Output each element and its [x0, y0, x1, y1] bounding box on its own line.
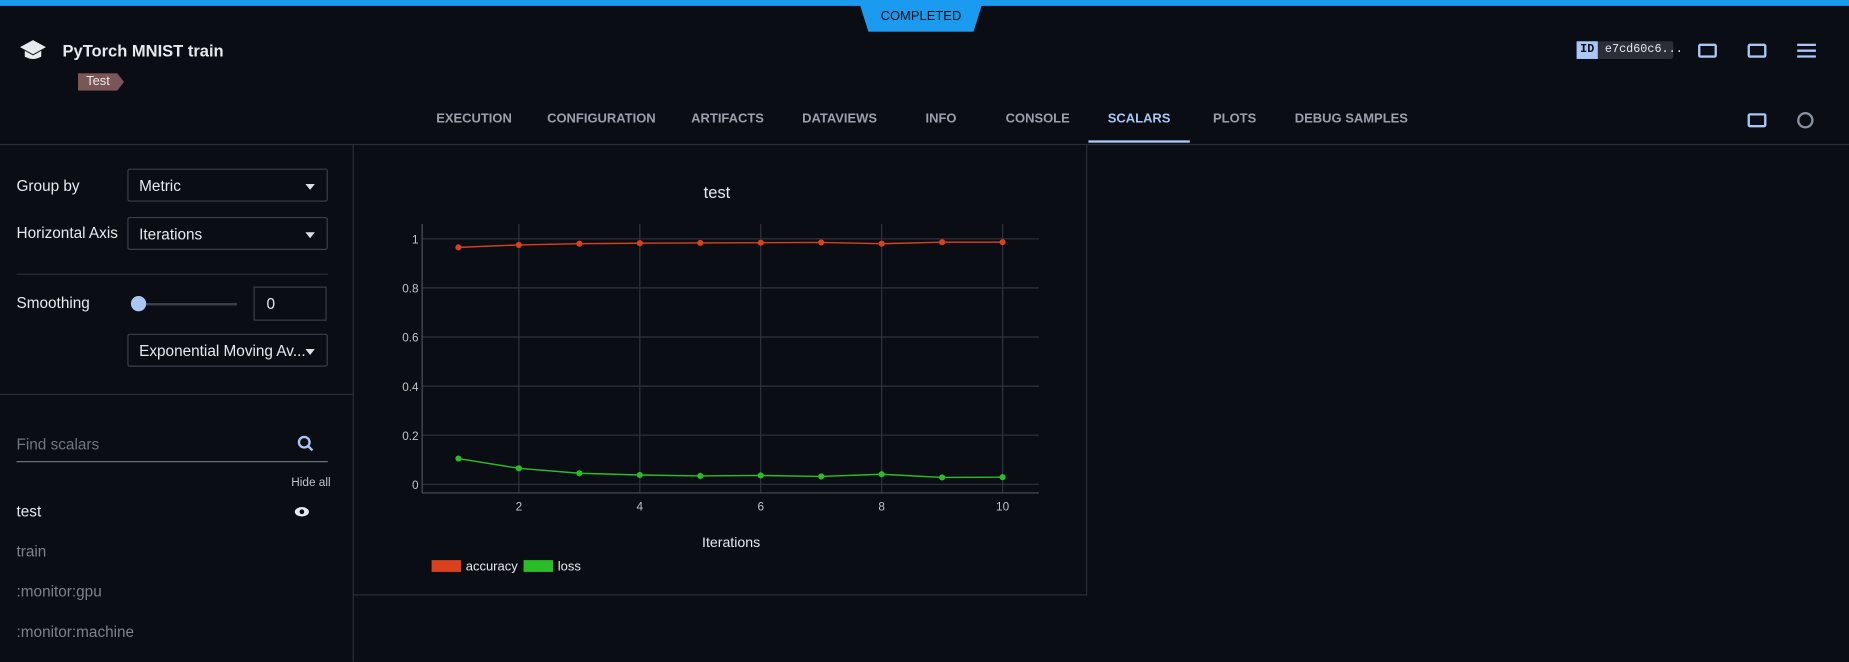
tab[interactable]: EXECUTION [436, 112, 512, 127]
refresh-icon[interactable] [1796, 111, 1815, 130]
info-icon[interactable] [1698, 43, 1717, 58]
id-text: e7cd60c6... [1604, 43, 1683, 57]
data-point [455, 244, 462, 251]
horizontal-axis-label: Horizontal Axis [16, 224, 118, 242]
chart-panel [353, 145, 1088, 596]
tab[interactable]: CONFIGURATION [547, 112, 656, 127]
series-line [458, 241, 1003, 249]
x-tick-label: 6 [757, 501, 764, 514]
tab[interactable]: ARTIFACTS [691, 112, 764, 127]
smoothing-input[interactable]: 0 [253, 286, 327, 321]
data-point [576, 470, 583, 477]
data-point [515, 465, 522, 472]
legend-label: accuracy [466, 559, 518, 574]
scalar-item[interactable]: :monitor:machine [16, 622, 135, 641]
y-tick-label: 0.4 [402, 381, 419, 394]
data-point [697, 239, 704, 247]
y-tick-label: 1 [412, 233, 419, 246]
data-point [939, 474, 946, 481]
visibility-icon[interactable] [294, 506, 311, 518]
x-tick-label: 4 [637, 501, 644, 514]
logo [20, 40, 46, 59]
slider-thumb[interactable] [130, 295, 147, 312]
data-point [636, 240, 643, 247]
smoothing-method-select[interactable]: Exponential Moving Av... [127, 333, 328, 367]
data-point [515, 241, 522, 248]
sidebar-border [352, 145, 354, 662]
data-point [999, 474, 1006, 481]
tab[interactable]: SCALARS [1107, 112, 1171, 127]
y-tick-label: 0.6 [402, 332, 419, 345]
data-point [757, 472, 764, 479]
active-tab-underline [1088, 140, 1190, 143]
search-input[interactable]: Find scalars [16, 435, 100, 453]
data-point [697, 472, 704, 480]
x-tick-label: 10 [996, 501, 1010, 514]
tab[interactable]: CONSOLE [1005, 112, 1070, 127]
data-point [455, 455, 462, 462]
scalar-item[interactable]: :monitor:gpu [16, 582, 102, 601]
layout-icon[interactable] [1747, 43, 1767, 58]
separator [0, 393, 353, 396]
legend-swatch [431, 560, 462, 572]
y-tick-label: 0 [412, 479, 419, 492]
task-title: PyTorch MNIST train [62, 41, 224, 61]
smoothing-label: Smoothing [16, 293, 90, 312]
divider [0, 143, 1849, 146]
slider-track [132, 303, 238, 306]
group-by-select[interactable]: Metric [127, 168, 328, 202]
menu-icon[interactable] [1797, 43, 1816, 58]
data-point [757, 239, 764, 246]
data-point [878, 471, 885, 478]
data-point [939, 239, 946, 246]
y-tick-label: 0.2 [402, 430, 418, 443]
chart-title: test [704, 184, 731, 202]
x-axis-label: Iterations [702, 534, 760, 550]
data-point [636, 471, 643, 479]
tab[interactable]: DATAVIEWS [802, 112, 878, 127]
x-tick-label: 2 [516, 501, 523, 514]
tab[interactable]: PLOTS [1213, 112, 1257, 127]
data-point [818, 473, 825, 480]
horizontal-axis-select[interactable]: Iterations [127, 216, 328, 250]
scalar-item[interactable]: test [16, 502, 42, 521]
status-badge [858, 0, 984, 32]
scalar-item[interactable]: train [16, 542, 47, 561]
hide-all[interactable]: Hide all [291, 476, 331, 490]
group-by-label: Group by [16, 176, 80, 195]
data-point [999, 239, 1006, 246]
legend-swatch [523, 560, 554, 572]
status-text: COMPLETED [880, 9, 962, 24]
data-point [878, 240, 885, 247]
tab[interactable]: DEBUG SAMPLES [1294, 112, 1408, 127]
data-point [818, 239, 825, 246]
tab[interactable]: INFO [925, 112, 957, 127]
list-icon[interactable] [1747, 113, 1767, 128]
series-line [458, 457, 1003, 479]
search-icon[interactable] [297, 435, 314, 452]
x-tick-label: 8 [878, 501, 885, 514]
y-tick-label: 0.8 [402, 283, 419, 296]
search-underline [16, 461, 328, 463]
legend-label: loss [558, 559, 582, 574]
data-point [576, 240, 583, 247]
id-badge[interactable]: ID e7cd60c6... [1576, 41, 1683, 59]
tag[interactable]: Test [77, 73, 125, 91]
separator [16, 273, 328, 275]
